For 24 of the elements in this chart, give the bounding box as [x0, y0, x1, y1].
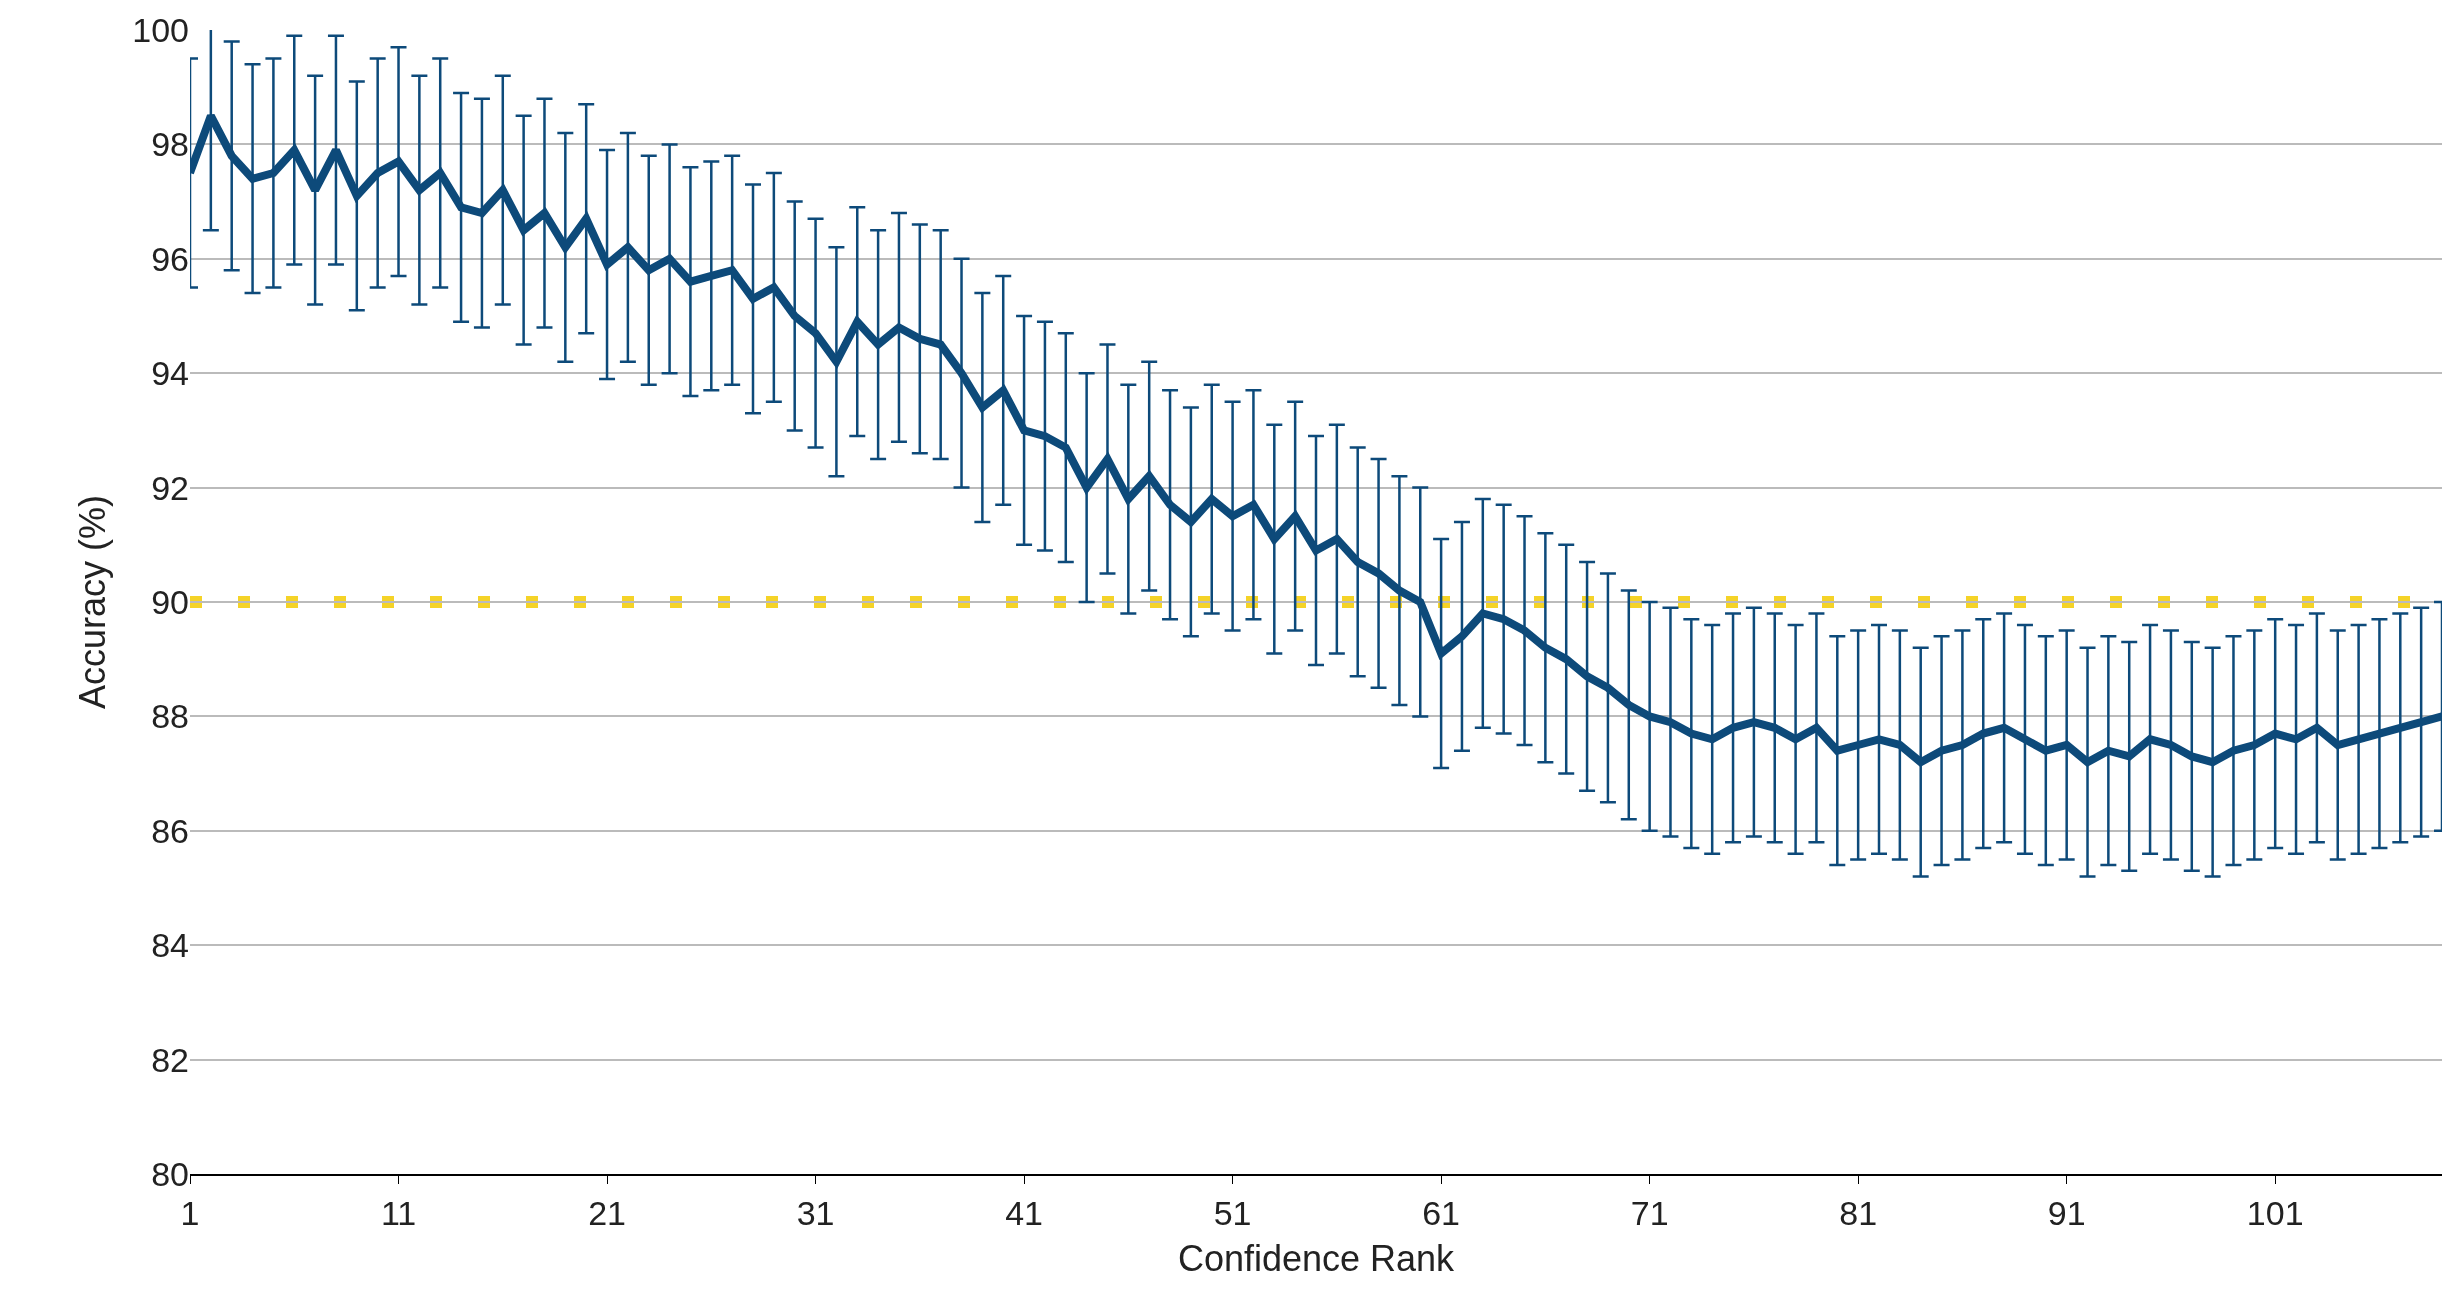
x-tick-label: 31 [796, 1193, 835, 1232]
x-tick-label: 1 [180, 1193, 200, 1232]
y-tick-label: 82 [151, 1040, 189, 1079]
y-tick-label: 100 [132, 10, 189, 49]
y-tick-label: 86 [151, 811, 189, 850]
x-tick-label: 21 [588, 1193, 626, 1232]
y-tick-label: 96 [151, 239, 189, 278]
x-axis-title: Confidence Rank [1177, 1238, 1456, 1279]
x-tick-label: 61 [1422, 1193, 1461, 1232]
x-tick-label: 81 [1839, 1193, 1878, 1232]
y-tick-label: 92 [151, 468, 189, 507]
y-axis-title: Accuracy (%) [72, 494, 114, 710]
x-tick-label: 71 [1630, 1193, 1669, 1232]
y-tick-label: 88 [151, 697, 189, 736]
y-tick-label: 84 [151, 926, 189, 965]
x-tick-label: 91 [2047, 1193, 2086, 1232]
x-tick-label: 41 [1005, 1193, 1043, 1232]
y-tick-label: 94 [151, 354, 189, 393]
y-tick-label: 98 [151, 125, 189, 164]
y-tick-label: 90 [151, 582, 189, 621]
x-tick-label: 51 [1213, 1193, 1252, 1232]
x-tick-label: 11 [380, 1193, 417, 1232]
y-tick-label: 80 [151, 1154, 189, 1193]
x-tick-label: 101 [2246, 1193, 2304, 1232]
